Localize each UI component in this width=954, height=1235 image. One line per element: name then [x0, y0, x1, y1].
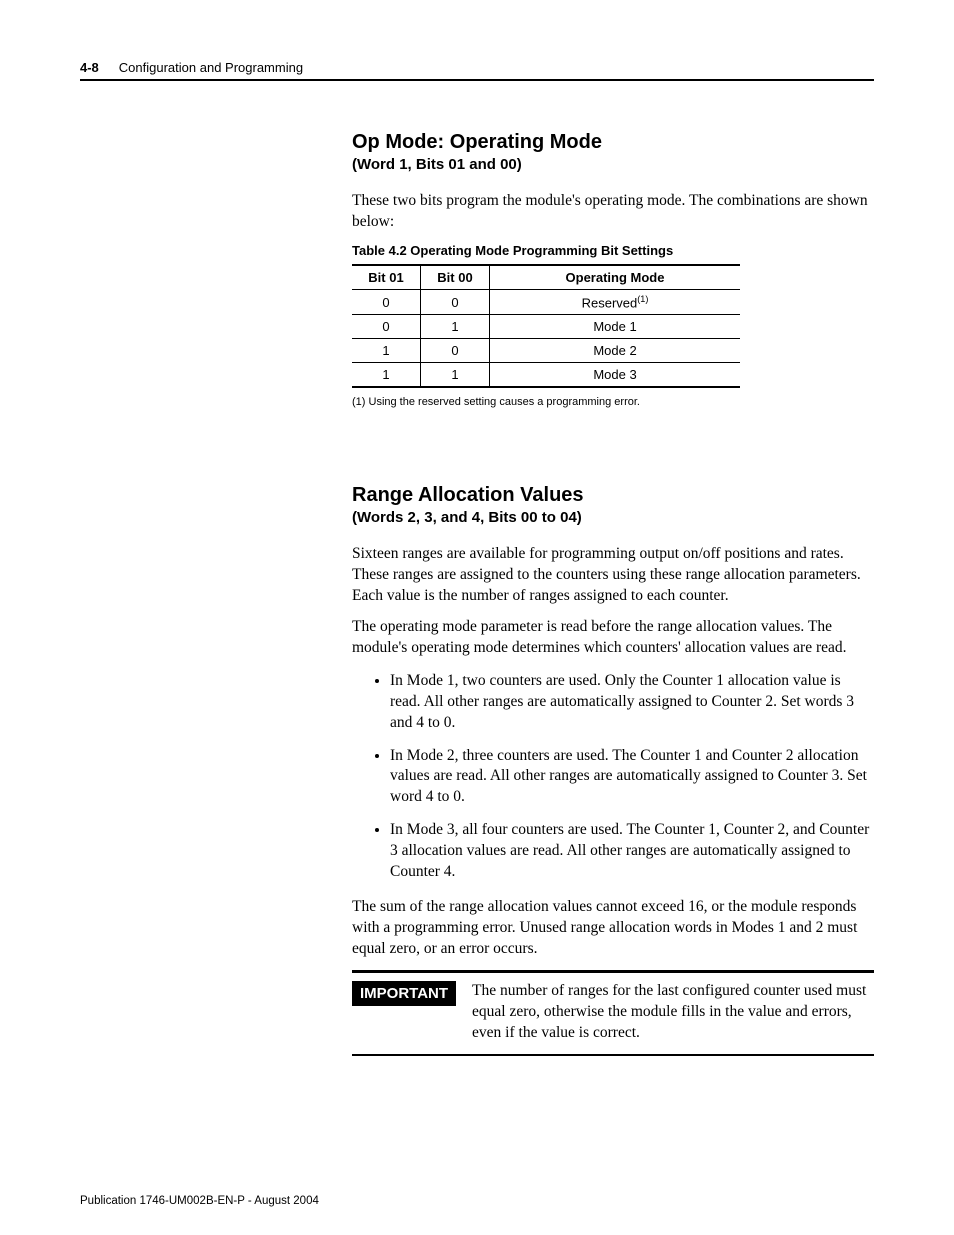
- section2-title: Range Allocation Values: [352, 484, 874, 507]
- content-column: Op Mode: Operating Mode (Word 1, Bits 01…: [352, 131, 874, 1056]
- header-rule: [80, 79, 874, 81]
- mode-bullets: In Mode 1, two counters are used. Only t…: [352, 671, 874, 883]
- cell-b00: 1: [421, 315, 490, 339]
- cell-b00: 0: [421, 339, 490, 363]
- section1-title: Op Mode: Operating Mode: [352, 131, 874, 154]
- cell-mode: Mode 3: [490, 363, 741, 388]
- cell-mode-text: Reserved: [582, 295, 638, 310]
- table-header-row: Bit 01 Bit 00 Operating Mode: [352, 265, 740, 290]
- page: 4-8 Configuration and Programming Op Mod…: [0, 0, 954, 1235]
- table-row: 0 0 Reserved(1): [352, 289, 740, 314]
- important-callout: IMPORTANT The number of ranges for the l…: [352, 970, 874, 1056]
- cell-b00: 1: [421, 363, 490, 388]
- publication-footer: Publication 1746-UM002B-EN-P - August 20…: [80, 1195, 319, 1207]
- page-number: 4-8: [80, 60, 99, 75]
- cell-mode: Mode 1: [490, 315, 741, 339]
- cell-b01: 0: [352, 315, 421, 339]
- section2-para1: Sixteen ranges are available for program…: [352, 544, 874, 607]
- page-header: 4-8 Configuration and Programming: [80, 60, 874, 75]
- section2-para2: The operating mode parameter is read bef…: [352, 617, 874, 659]
- cell-b01: 0: [352, 289, 421, 314]
- cell-b01: 1: [352, 363, 421, 388]
- cell-mode: Mode 2: [490, 339, 741, 363]
- cell-b01: 1: [352, 339, 421, 363]
- cell-mode: Reserved(1): [490, 289, 741, 314]
- cell-b00: 0: [421, 289, 490, 314]
- chapter-title: Configuration and Programming: [119, 60, 303, 75]
- th-bit01: Bit 01: [352, 265, 421, 290]
- section2-para3: The sum of the range allocation values c…: [352, 897, 874, 960]
- table-row: 1 1 Mode 3: [352, 363, 740, 388]
- section2-subtitle: (Words 2, 3, and 4, Bits 00 to 04): [352, 509, 874, 526]
- cell-mode-sup: (1): [637, 294, 648, 304]
- bullet-item: In Mode 2, three counters are used. The …: [390, 746, 874, 809]
- table-footnote: (1) Using the reserved setting causes a …: [352, 396, 874, 408]
- important-label: IMPORTANT: [352, 981, 456, 1006]
- th-mode: Operating Mode: [490, 265, 741, 290]
- section1-intro: These two bits program the module's oper…: [352, 191, 874, 233]
- bullet-item: In Mode 1, two counters are used. Only t…: [390, 671, 874, 734]
- important-text: The number of ranges for the last config…: [472, 981, 874, 1044]
- table-row: 0 1 Mode 1: [352, 315, 740, 339]
- th-bit00: Bit 00: [421, 265, 490, 290]
- bullet-item: In Mode 3, all four counters are used. T…: [390, 820, 874, 883]
- table-caption: Table 4.2 Operating Mode Programming Bit…: [352, 243, 874, 258]
- operating-mode-table: Bit 01 Bit 00 Operating Mode 0 0 Reserve…: [352, 264, 740, 388]
- section1-subtitle: (Word 1, Bits 01 and 00): [352, 156, 874, 173]
- table-row: 1 0 Mode 2: [352, 339, 740, 363]
